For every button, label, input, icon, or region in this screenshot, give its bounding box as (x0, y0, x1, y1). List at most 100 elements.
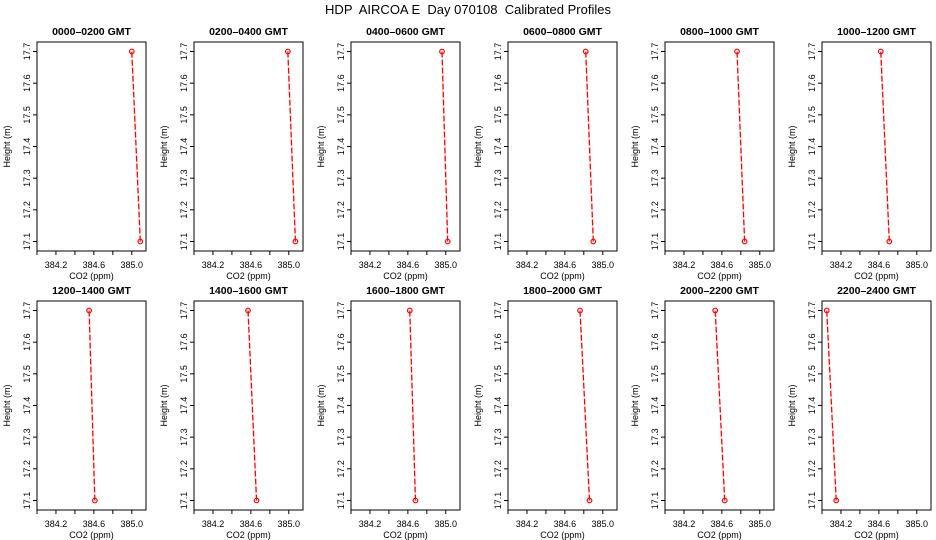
x-tick-label: 385.0 (592, 519, 615, 529)
data-point (406, 307, 413, 314)
y-axis-label: Height (m) (2, 384, 12, 426)
x-tick-label: 385.0 (121, 260, 144, 270)
y-tick-label: 17.2 (650, 201, 660, 219)
y-tick-label: 17.4 (807, 138, 817, 156)
x-tick-label: 385.0 (278, 260, 301, 270)
x-tick-label: 384.2 (359, 519, 382, 529)
data-point (877, 48, 884, 55)
data-point (444, 238, 451, 245)
x-tick-label: 384.6 (554, 519, 577, 529)
data-point (712, 307, 719, 314)
y-axis-label: Height (m) (159, 125, 169, 167)
y-tick-label: 17.6 (179, 333, 189, 351)
y-tick-label: 17.2 (179, 460, 189, 478)
plot-frame (664, 41, 775, 252)
y-tick-label: 17.1 (22, 492, 32, 510)
plot-frame (36, 41, 147, 252)
y-tick-label: 17.7 (650, 302, 660, 320)
x-tick-label: 384.6 (83, 260, 106, 270)
y-tick-label: 17.5 (650, 365, 660, 383)
data-point (128, 48, 135, 55)
data-point (86, 307, 93, 314)
y-tick-label: 17.2 (807, 201, 817, 219)
panel: 0800–1000 GMT 384.2 384.6 385.0 CO2 (ppm) 17.… (630, 26, 775, 281)
y-axis-label: Height (m) (2, 125, 12, 167)
y-tick-label: 17.1 (650, 233, 660, 251)
x-tick-label: 384.2 (516, 519, 539, 529)
plot-frame (193, 41, 304, 252)
panel-title: 1800–2000 GMT (523, 285, 602, 297)
y-tick-label: 17.7 (807, 302, 817, 320)
x-axis-label: CO2 (ppm) (854, 530, 899, 540)
data-point (91, 497, 98, 504)
y-tick-label: 17.7 (807, 43, 817, 61)
y-tick-label: 17.3 (650, 428, 660, 446)
y-tick-label: 17.4 (650, 397, 660, 415)
x-axis-label: CO2 (ppm) (383, 271, 428, 281)
data-point (412, 497, 419, 504)
y-tick-label: 17.5 (807, 365, 817, 383)
data-point (137, 238, 144, 245)
y-tick-label: 17.7 (336, 302, 346, 320)
x-tick-label: 385.0 (435, 519, 458, 529)
series-line (714, 310, 726, 501)
y-tick-label: 17.2 (807, 460, 817, 478)
x-tick-label: 384.2 (202, 519, 225, 529)
x-tick-label: 385.0 (592, 260, 615, 270)
data-point (253, 497, 260, 504)
x-tick-label: 384.2 (45, 519, 68, 529)
x-axis-label: CO2 (ppm) (226, 530, 271, 540)
y-tick-label: 17.6 (179, 74, 189, 92)
panel: 0600–0800 GMT 384.2 384.6 385.0 CO2 (ppm) 17.… (473, 26, 618, 281)
x-tick-label: 384.6 (554, 260, 577, 270)
y-tick-label: 17.5 (22, 106, 32, 124)
series-line (579, 310, 591, 501)
y-tick-label: 17.6 (807, 74, 817, 92)
data-point (577, 307, 583, 314)
y-tick-label: 17.1 (179, 233, 189, 251)
y-tick-label: 17.2 (179, 201, 189, 219)
x-tick-label: 384.2 (359, 260, 382, 270)
y-tick-label: 17.3 (650, 169, 660, 187)
data-point (292, 238, 299, 245)
x-tick-label: 384.6 (83, 519, 106, 529)
y-tick-label: 17.1 (179, 492, 189, 510)
x-tick-label: 384.6 (711, 260, 734, 270)
y-tick-label: 17.1 (336, 233, 346, 251)
y-tick-label: 17.4 (336, 138, 346, 156)
series-line (736, 51, 746, 242)
y-tick-label: 17.4 (650, 138, 660, 156)
series-line (409, 310, 417, 501)
data-point (833, 497, 840, 504)
y-tick-label: 17.7 (22, 43, 32, 61)
x-tick-label: 385.0 (749, 260, 772, 270)
series-line (247, 310, 258, 501)
y-tick-label: 17.5 (493, 365, 503, 383)
y-tick-label: 17.5 (179, 365, 189, 383)
y-tick-label: 17.4 (336, 397, 346, 415)
data-point (721, 497, 728, 504)
panel-title: 2000–2200 GMT (680, 285, 759, 297)
y-tick-label: 17.2 (650, 460, 660, 478)
x-tick-label: 384.2 (202, 260, 225, 270)
y-axis-label: Height (m) (630, 384, 640, 426)
y-tick-label: 17.5 (493, 106, 503, 124)
panel-title: 2200–2400 GMT (837, 285, 916, 297)
x-tick-label: 384.6 (397, 519, 420, 529)
y-tick-label: 17.3 (493, 169, 503, 187)
y-tick-label: 17.7 (179, 43, 189, 61)
x-axis-label: CO2 (ppm) (69, 530, 114, 540)
plot-frame (821, 41, 932, 252)
panel: 0000–0200 GMT 384.2 384.6 385.0 CO2 (ppm) 17.… (2, 26, 147, 281)
y-tick-label: 17.4 (493, 138, 503, 156)
y-tick-label: 17.6 (493, 333, 503, 351)
y-tick-label: 17.2 (493, 201, 503, 219)
y-axis-label: Height (m) (473, 384, 483, 426)
y-tick-label: 17.1 (493, 492, 503, 510)
x-tick-label: 384.2 (516, 260, 539, 270)
panel-title: 1200–1400 GMT (52, 285, 131, 297)
y-tick-label: 17.4 (493, 397, 503, 415)
x-axis-label: CO2 (ppm) (540, 530, 585, 540)
y-tick-label: 17.6 (493, 74, 503, 92)
y-axis-label: Height (m) (316, 125, 326, 167)
